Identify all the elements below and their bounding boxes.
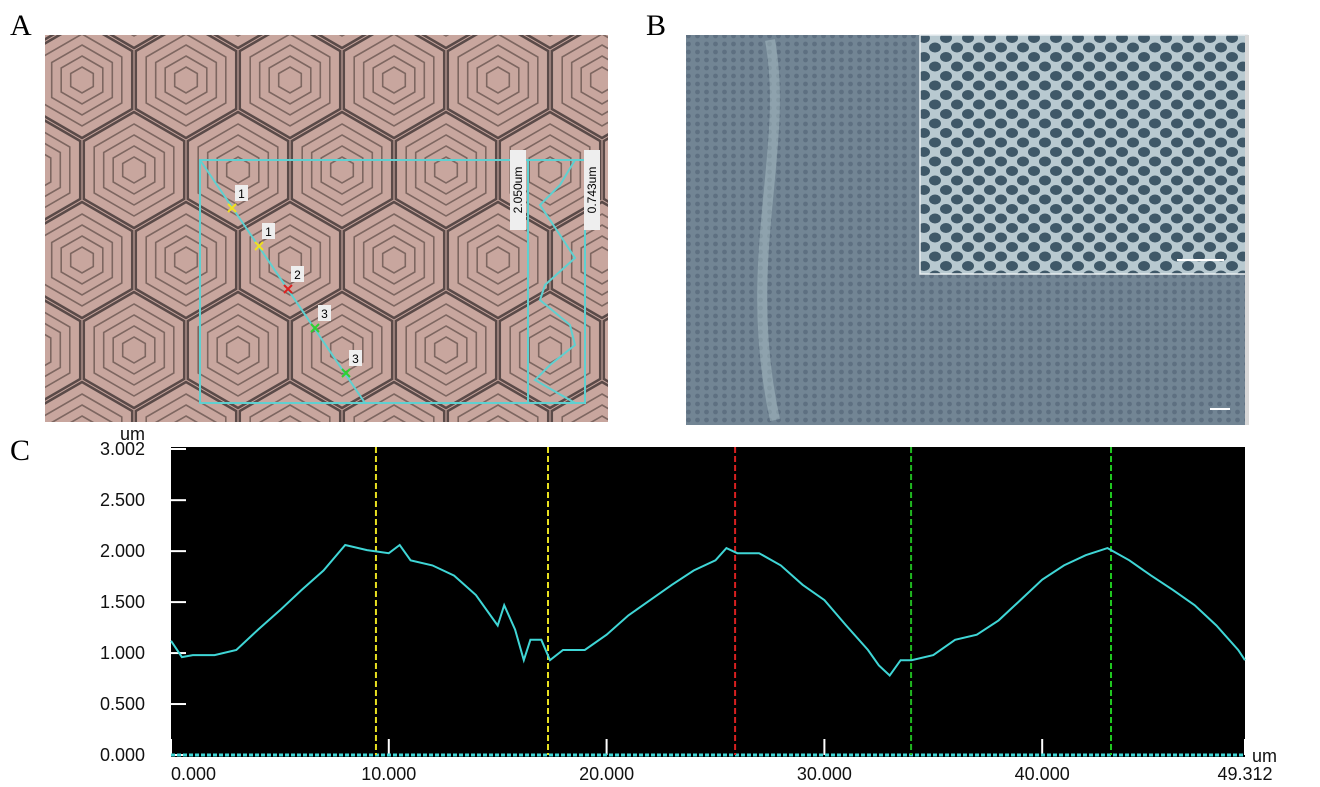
y-tick-label: 0.500 (100, 694, 145, 714)
marker-label: 2 (294, 268, 301, 282)
y-tick-label: 1.500 (100, 592, 145, 612)
y-tick-label: 2.500 (100, 490, 145, 510)
scale-label: 2.050um (511, 167, 525, 214)
figure: A B C 1 1 2 3 3 2.050um 0.743um 0.000 0.500 1.00… (0, 0, 1320, 787)
marker-label: 3 (352, 352, 359, 366)
scale-label: 0.743um (585, 167, 599, 214)
x-tick-label: 10.000 (361, 764, 416, 784)
plot-area (171, 447, 1245, 757)
panel-label: A (10, 9, 32, 42)
panel-label: C (10, 434, 30, 467)
panel-b-image (686, 35, 1249, 425)
page: A B C 1 1 2 3 3 2.050um 0.743um 0.000 0.500 1.00… (0, 0, 1320, 787)
marker-label: 1 (265, 225, 272, 239)
x-axis-label: um (1252, 746, 1277, 766)
y-tick-label: 2.000 (100, 541, 145, 561)
y-axis-label: um (120, 424, 145, 444)
y-tick-label: 1.000 (100, 643, 145, 663)
panel-label: B (646, 9, 666, 42)
marker-label: 1 (238, 187, 245, 201)
x-tick-label: 49.312 (1217, 764, 1272, 784)
y-tick-label: 0.000 (100, 745, 145, 765)
x-tick-label: 40.000 (1015, 764, 1070, 784)
x-tick-label: 0.000 (171, 764, 216, 784)
x-tick-label: 30.000 (797, 764, 852, 784)
x-tick-label: 20.000 (579, 764, 634, 784)
marker-label: 3 (321, 307, 328, 321)
